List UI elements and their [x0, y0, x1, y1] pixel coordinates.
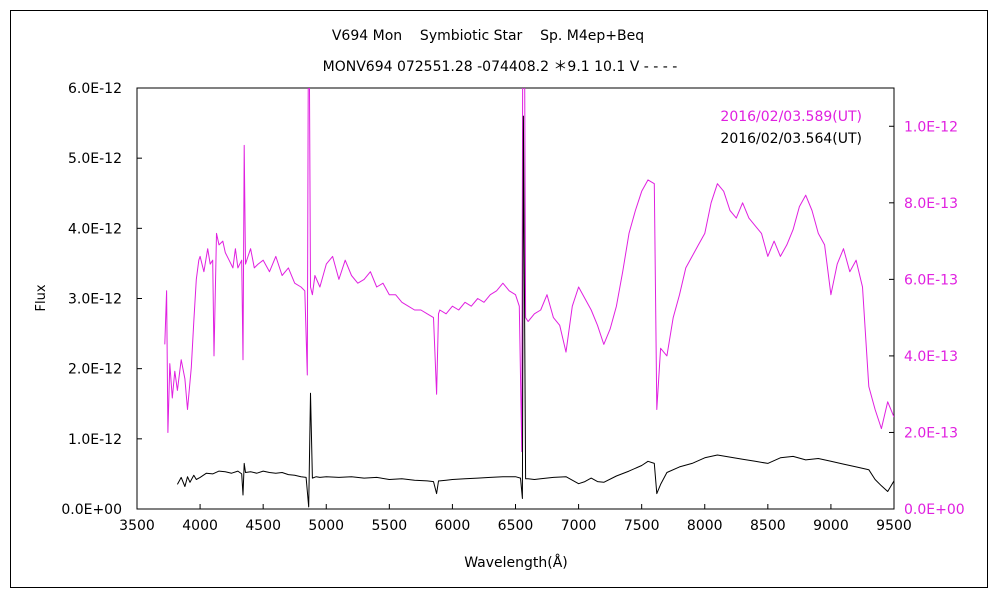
left-y-axis: 0.0E+00 1.0E-12 2.0E-12 3.0E-12 4.0E-12 5.0E-… [61, 81, 142, 518]
y-left-tick-label: 6.0E-12 [68, 81, 122, 97]
series-layer [164, 88, 894, 508]
x-tick-label: 9000 [813, 518, 849, 534]
x-tick-label: 5000 [308, 518, 344, 534]
x-tick-label: 6000 [435, 518, 471, 534]
y-left-tick-label: 3.0E-12 [68, 292, 122, 308]
x-tick-label: 3500 [119, 518, 155, 534]
x-tick-label: 4000 [182, 518, 218, 534]
y-right-tick-label: 8.0E-13 [904, 196, 958, 212]
chart-subtitle: MONV694 072551.28 -074408.2 ＊9.1 10.1 V … [323, 59, 678, 75]
x-tick-label: 6500 [498, 518, 534, 534]
y-right-tick-label: 1.0E-12 [904, 119, 958, 135]
x-tick-label: 9500 [876, 518, 912, 534]
x-axis-label: Wavelength(Å) [464, 554, 568, 571]
y-left-tick-label: 2.0E-12 [68, 362, 122, 378]
x-tick-label: 4500 [245, 518, 281, 534]
chart-frame [10, 10, 988, 588]
y-left-tick-label: 1.0E-12 [68, 432, 122, 448]
y-right-tick-label: 2.0E-13 [904, 425, 958, 441]
y-left-tick-label: 0.0E+00 [61, 502, 122, 518]
legend-entry-black: 2016/02/03.564(UT) [720, 131, 862, 147]
x-axis: 3500 4000 4500 5000 5500 6000 6500 7000 7500 8000… [119, 504, 912, 534]
x-tick-label: 7500 [624, 518, 660, 534]
x-tick-label: 5500 [372, 518, 408, 534]
right-y-axis: 0.0E+00 2.0E-13 4.0E-13 6.0E-13 8.0E-13 1.0E-… [889, 119, 965, 518]
y-right-tick-label: 6.0E-13 [904, 272, 958, 288]
legend-entry-magenta: 2016/02/03.589(UT) [720, 109, 862, 125]
x-tick-label: 7000 [561, 518, 597, 534]
y-right-tick-label: 0.0E+00 [904, 502, 965, 518]
y-right-tick-label: 4.0E-13 [904, 349, 958, 365]
x-tick-label: 8000 [687, 518, 723, 534]
series-line-magenta [164, 88, 894, 453]
plot-area [136, 87, 895, 510]
y-left-tick-label: 5.0E-12 [68, 151, 122, 167]
y-left-tick-label: 4.0E-12 [68, 221, 122, 237]
series-line-black [176, 115, 894, 508]
y-axis-label: Flux [34, 284, 49, 311]
chart-title: V694 Mon Symbiotic Star Sp. M4ep+Beq [332, 28, 644, 44]
x-tick-label: 8500 [750, 518, 786, 534]
